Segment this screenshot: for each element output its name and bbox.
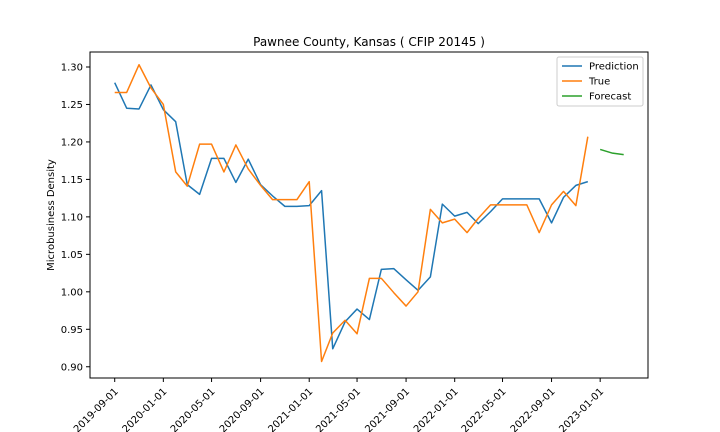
- x-tick-label: 2019-09-01: [72, 386, 121, 432]
- y-tick-label: 1.25: [61, 100, 83, 111]
- x-tick-label: 2022-09-01: [509, 386, 558, 432]
- x-tick-label: 2020-01-01: [121, 386, 170, 432]
- x-tick-label: 2023-01-01: [557, 386, 606, 432]
- legend-label-true: True: [588, 77, 610, 88]
- x-tick-label: 2022-05-01: [460, 386, 509, 432]
- legend-label-forecast: Forecast: [589, 92, 631, 103]
- x-axis: 2019-09-01 2020-01-01 2020-05-01 2020-09-01…: [72, 378, 606, 432]
- x-tick-label: 2022-01-01: [412, 386, 461, 432]
- y-axis: 0.90 0.95 1.00 1.05 1.10 1.15 1.20 1.25 1.30: [61, 62, 90, 373]
- x-tick-label: 2021-09-01: [363, 386, 412, 432]
- y-tick-label: 0.95: [61, 325, 83, 336]
- x-tick-label: 2021-01-01: [266, 386, 315, 432]
- y-tick-label: 1.10: [61, 212, 83, 223]
- x-tick-label: 2020-05-01: [169, 386, 218, 432]
- legend: Prediction True Forecast: [556, 56, 644, 107]
- y-tick-label: 1.05: [61, 250, 83, 261]
- y-tick-label: 1.30: [61, 62, 83, 73]
- legend-box: [556, 56, 644, 107]
- y-tick-label: 0.90: [61, 362, 83, 373]
- series-line-true: [114, 63, 589, 363]
- y-tick-label: 1.00: [61, 287, 83, 298]
- series-line-prediction: [114, 82, 589, 350]
- chart-title: Pawnee County, Kansas ( CFIP 20145 ): [253, 35, 485, 49]
- plot-frame: [89, 51, 649, 379]
- y-axis-label: Microbusiness Density: [46, 159, 57, 271]
- x-tick-label: 2020-09-01: [218, 386, 267, 432]
- legend-label-prediction: Prediction: [589, 62, 639, 73]
- y-tick-label: 1.20: [61, 137, 83, 148]
- plot-lines: [114, 63, 624, 363]
- series-line-forecast: [599, 148, 624, 156]
- y-tick-label: 1.15: [61, 175, 83, 186]
- x-tick-label: 2021-05-01: [314, 386, 363, 432]
